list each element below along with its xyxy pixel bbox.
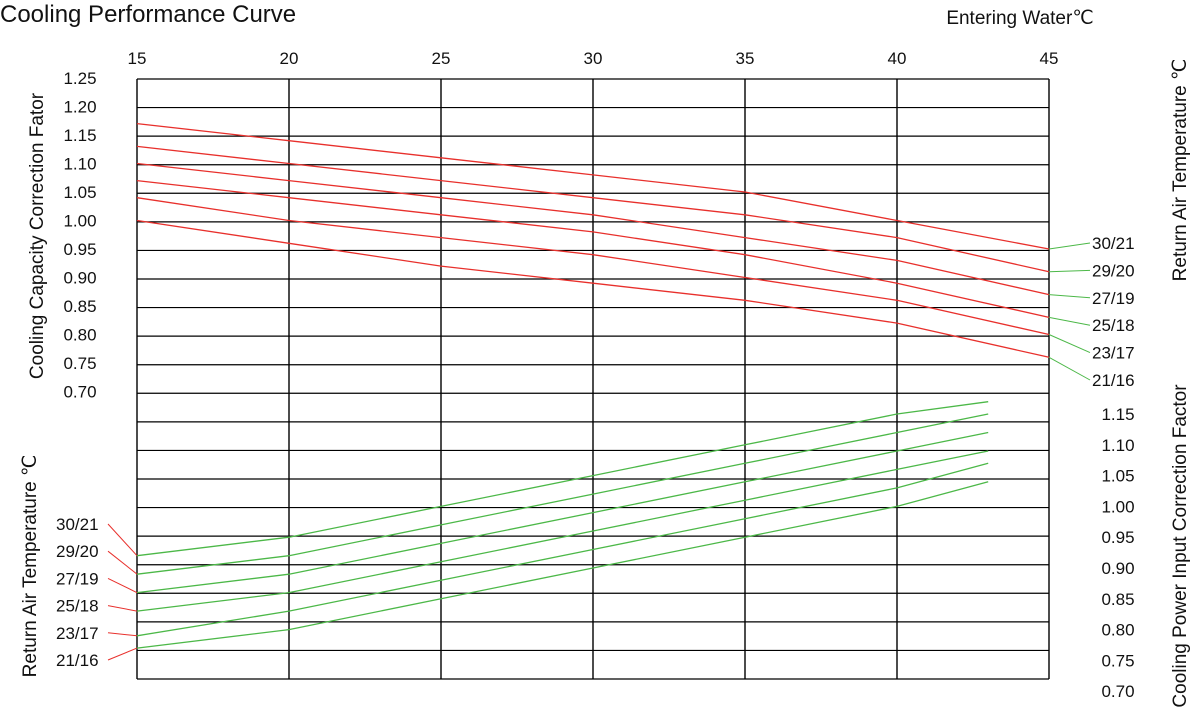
left-tick-label: 0.70 bbox=[63, 383, 96, 402]
power-leader-line bbox=[107, 550, 138, 575]
left-tick-label: 0.75 bbox=[63, 354, 96, 373]
capacity-series-label: 29/20 bbox=[1092, 261, 1135, 280]
power-curve-27-19 bbox=[136, 431, 989, 594]
power-series-label: 29/20 bbox=[56, 542, 99, 561]
left-tick-label: 0.85 bbox=[63, 297, 96, 316]
right-tick-label: 1.00 bbox=[1101, 497, 1134, 516]
capacity-curve-25-18 bbox=[136, 179, 1050, 319]
capacity-curve-21-16 bbox=[136, 219, 1050, 358]
left-tick-label: 1.25 bbox=[63, 69, 96, 88]
right-tick-label: 0.70 bbox=[1101, 682, 1134, 701]
capacity-leader-line bbox=[1048, 334, 1091, 354]
right-tick-label: 0.75 bbox=[1101, 651, 1134, 670]
power-curve-30-21 bbox=[136, 401, 989, 557]
left-tick-label: 1.15 bbox=[63, 126, 96, 145]
power-leader-line bbox=[107, 647, 138, 661]
power-series-label: 21/16 bbox=[56, 651, 99, 670]
right-tick-label: 0.80 bbox=[1101, 621, 1134, 640]
power-leader-line bbox=[107, 605, 138, 612]
capacity-leader-line bbox=[1048, 242, 1091, 250]
left-tick-label: 0.95 bbox=[63, 240, 96, 259]
capacity-curve-27-19 bbox=[136, 162, 1050, 296]
capacity-curve-30-21 bbox=[136, 122, 1050, 250]
power-leader-line bbox=[107, 632, 138, 637]
capacity-leader-line bbox=[1048, 356, 1091, 381]
x-tick-label: 25 bbox=[432, 49, 451, 68]
x-tick-label: 15 bbox=[128, 49, 147, 68]
power-curve-21-16 bbox=[136, 481, 989, 649]
power-series-label: 23/17 bbox=[56, 624, 99, 643]
left-tick-label: 0.90 bbox=[63, 269, 96, 288]
x-tick-label: 40 bbox=[888, 49, 907, 68]
capacity-leader-line bbox=[1048, 269, 1091, 273]
right-tick-label: 0.95 bbox=[1101, 528, 1134, 547]
capacity-series-label: 21/16 bbox=[1092, 371, 1135, 390]
curves bbox=[136, 122, 1050, 649]
left-tick-label: 0.80 bbox=[63, 326, 96, 345]
power-leader-line bbox=[107, 577, 138, 594]
power-curve-23-17 bbox=[136, 462, 989, 637]
left-series-label-title: Return Air Temperature ℃ bbox=[20, 455, 41, 678]
capacity-curve-29-20 bbox=[136, 145, 1050, 273]
right-tick-label: 1.15 bbox=[1101, 405, 1134, 424]
capacity-leader-line bbox=[1048, 316, 1091, 326]
power-series-label: 27/19 bbox=[56, 569, 99, 588]
x-tick-label: 20 bbox=[280, 49, 299, 68]
chart-title: Cooling Performance Curve bbox=[0, 1, 296, 28]
right-tick-label: 0.85 bbox=[1101, 590, 1134, 609]
right-axis-title: Cooling Power Input Correction Factor bbox=[1170, 384, 1191, 708]
capacity-curve-23-17 bbox=[136, 197, 1050, 336]
left-tick-label: 1.20 bbox=[63, 98, 96, 117]
grid bbox=[136, 78, 1050, 680]
capacity-series-label: 23/17 bbox=[1092, 344, 1135, 363]
right-tick-label: 1.05 bbox=[1101, 467, 1134, 486]
left-tick-label: 1.00 bbox=[63, 212, 96, 231]
tick-labels: 15 20 25 30 35 40 45 1.25 1.20 1.15 1.10 1.05 1.00 0.… bbox=[63, 49, 1134, 701]
right-series-label-title: Return Air Temperature ℃ bbox=[1170, 59, 1191, 282]
power-series-label: 25/18 bbox=[56, 597, 99, 616]
x-tick-label: 35 bbox=[736, 49, 755, 68]
power-curve-29-20 bbox=[136, 413, 989, 575]
left-axis-title: Cooling Capacity Correction Fator bbox=[27, 92, 48, 379]
x-tick-label: 45 bbox=[1040, 49, 1059, 68]
power-leader-line bbox=[107, 523, 138, 557]
left-tick-label: 1.05 bbox=[63, 183, 96, 202]
capacity-series-label: 27/19 bbox=[1092, 289, 1135, 308]
power-curve-25-18 bbox=[136, 450, 989, 612]
x-axis-title: Entering Water℃ bbox=[946, 8, 1093, 29]
right-tick-label: 0.90 bbox=[1101, 559, 1134, 578]
capacity-leader-line bbox=[1048, 294, 1091, 299]
capacity-series-label: 25/18 bbox=[1092, 316, 1135, 335]
x-tick-label: 30 bbox=[584, 49, 603, 68]
capacity-series-label: 30/21 bbox=[1092, 234, 1135, 253]
left-tick-label: 1.10 bbox=[63, 155, 96, 174]
right-tick-label: 1.10 bbox=[1101, 436, 1134, 455]
power-series-label: 30/21 bbox=[56, 515, 99, 534]
series-labels: 30/21 29/20 27/19 25/18 23/17 21/16 30/21 29/20… bbox=[56, 234, 1135, 670]
